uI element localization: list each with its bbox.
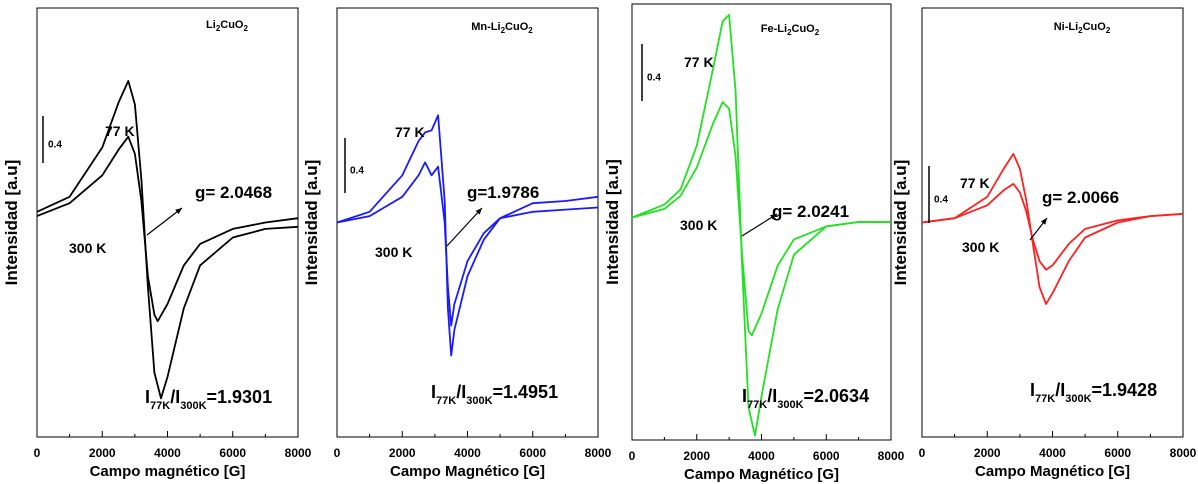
x-axis-label: Campo Magnético [G] [390,463,545,480]
y-axis-label: Intensidad [a.u] [891,160,910,286]
series-label-77k: 77 K [684,54,714,70]
g-factor-arrow [446,207,483,247]
y-axis-label: Intensidad [a.u] [603,159,622,285]
x-tick-label: 0 [629,449,636,463]
x-axis-label: Campo Magnético [G] [975,463,1130,480]
series-label-77k: 77 K [395,124,425,140]
x-tick-label: 6000 [219,446,246,460]
series-label-77k: 77 K [105,123,135,139]
chart-panel-1: 0 2000 4000 6000 8000 Campo magnético [G] Inte… [2,7,312,480]
x-tick-label: 2000 [683,449,710,463]
x-tick-label: 2000 [389,446,416,460]
x-axis-label: Campo Magnético [G] [684,466,839,483]
intensity-ratio: I77K/I300K=2.0634 [742,386,869,411]
g-factor-arrowhead [475,208,482,215]
series-label-77k: 77 K [960,175,990,191]
x-tick-label: 6000 [813,449,840,463]
series-line-300k [921,183,1184,271]
x-tick-label: 8000 [1170,446,1197,460]
series-label-300k: 300 K [962,239,999,255]
series-line-77k [631,14,891,437]
series-line-77k [336,114,599,357]
g-factor-label: g= 2.0468 [195,183,272,202]
g-factor-arrow [146,207,183,236]
panel-title: Fe-Li2CuO2 [761,23,820,37]
x-tick-label: 0 [34,446,41,460]
scale-bar-label: 0.4 [934,195,948,206]
intensity-ratio: I77K/I300K=1.4951 [431,382,558,407]
chart-panel-4: 0 2000 4000 6000 8000 Campo Magnético [G] Inte… [891,7,1197,480]
intensity-ratio: I77K/I300K=1.9428 [1030,380,1157,405]
series-label-300k: 300 K [680,217,717,233]
g-factor-arrowhead [175,208,182,215]
scale-bar-label: 0.4 [48,140,62,151]
series-line-77k [36,80,299,400]
series-label-300k: 300 K [375,244,412,260]
x-tick-label: 8000 [878,449,905,463]
x-tick-label: 4000 [154,446,181,460]
intensity-ratio: I77K/I300K=1.9301 [145,387,272,412]
x-tick-label: 6000 [519,446,546,460]
g-factor-label: g= 2.0066 [1042,188,1119,207]
series-label-300k: 300 K [69,240,106,256]
g-factor-arrowhead [770,214,777,220]
g-factor-label: g=1.9786 [467,183,539,202]
plot-frame [921,7,1184,438]
scale-bar-label: 0.4 [350,166,364,177]
g-factor-arrow [741,213,778,237]
series-line-77k [921,153,1184,305]
g-factor-label: g= 2.0241 [772,202,849,221]
x-tick-label: 4000 [454,446,481,460]
x-tick-label: 0 [334,446,341,460]
plot-frame [336,7,599,438]
panel-title: Li2CuO2 [206,19,248,33]
x-tick-label: 6000 [1104,446,1131,460]
x-tick-label: 4000 [1039,446,1066,460]
x-tick-label: 2000 [89,446,116,460]
x-tick-label: 8000 [285,446,312,460]
x-axis-label: Campo magnético [G] [90,463,246,480]
plot-frame [36,7,299,438]
series-line-300k [336,161,599,327]
x-tick-label: 2000 [974,446,1001,460]
panel-title: Ni-Li2CuO2 [1054,21,1111,35]
x-tick-label: 4000 [748,449,775,463]
y-axis-label: Intensidad [a.u] [2,160,21,286]
panel-title: Mn-Li2CuO2 [471,21,533,35]
series-line-300k [36,135,299,323]
g-factor-arrowhead [1040,218,1047,225]
chart-panel-3: 0 2000 4000 6000 8000 Campo Magnético [G] Inte… [603,3,905,483]
chart-panel-2: 0 2000 4000 6000 8000 Campo Magnético [G] Inte… [302,7,612,480]
x-tick-label: 0 [919,446,926,460]
series-line-300k [631,101,891,337]
x-tick-label: 8000 [585,446,612,460]
y-axis-label: Intensidad [a.u] [302,160,321,286]
scale-bar-label: 0.4 [647,73,661,84]
